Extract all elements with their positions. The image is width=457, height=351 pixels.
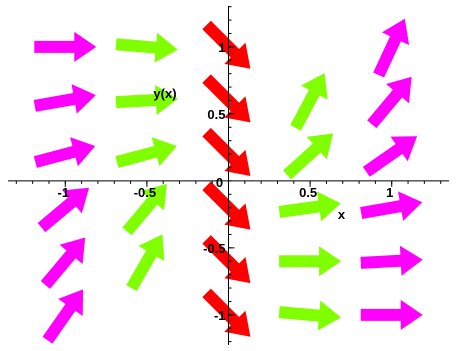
direction-arrow: [360, 299, 423, 330]
direction-arrow: [115, 137, 177, 168]
direction-arrow: [115, 32, 178, 63]
direction-arrow: [283, 133, 334, 180]
direction-arrow: [202, 127, 251, 176]
direction-arrow: [202, 20, 251, 69]
x-tick-label: -0.5: [134, 185, 156, 200]
direction-arrow: [360, 191, 423, 221]
direction-arrow: [290, 73, 328, 131]
direction-arrow: [40, 237, 86, 289]
direction-arrow: [362, 136, 418, 177]
direction-arrow: [278, 300, 341, 331]
x-tick-label: 0: [216, 175, 223, 190]
direction-arrow: [367, 76, 412, 129]
y-tick-label: -0.5: [203, 241, 225, 256]
direction-arrow: [33, 137, 96, 168]
direction-arrow: [42, 289, 84, 344]
y-tick-label: -1: [214, 308, 226, 323]
ticks-layer: -1 -0.5 0 0.5 1 1 0.5 -0.5 -1: [15, 6, 442, 343]
direction-arrow: [34, 31, 97, 62]
direction-arrow: [278, 191, 341, 222]
direction-arrow: [202, 74, 251, 123]
arrows-layer: [33, 18, 423, 344]
direction-arrow: [126, 234, 165, 292]
x-tick-label: 0.5: [299, 185, 317, 200]
x-tick-label: 1: [386, 185, 393, 200]
direction-arrow: [360, 245, 423, 276]
x-axis-label: x: [338, 207, 346, 222]
direction-arrow: [33, 84, 96, 114]
direction-arrow: [279, 246, 342, 277]
direction-arrow: [202, 235, 251, 284]
y-tick-label: 1: [218, 40, 225, 55]
direction-arrow: [373, 18, 410, 78]
x-tick-label: -1: [58, 185, 70, 200]
direction-arrow: [202, 181, 251, 230]
y-axis-label: y(x): [153, 86, 176, 101]
direction-arrow: [37, 187, 90, 233]
direction-arrow: [202, 288, 251, 337]
direction-arrow: [115, 85, 178, 115]
direction-arrow: [122, 183, 167, 236]
y-tick-label: 0.5: [207, 107, 225, 122]
